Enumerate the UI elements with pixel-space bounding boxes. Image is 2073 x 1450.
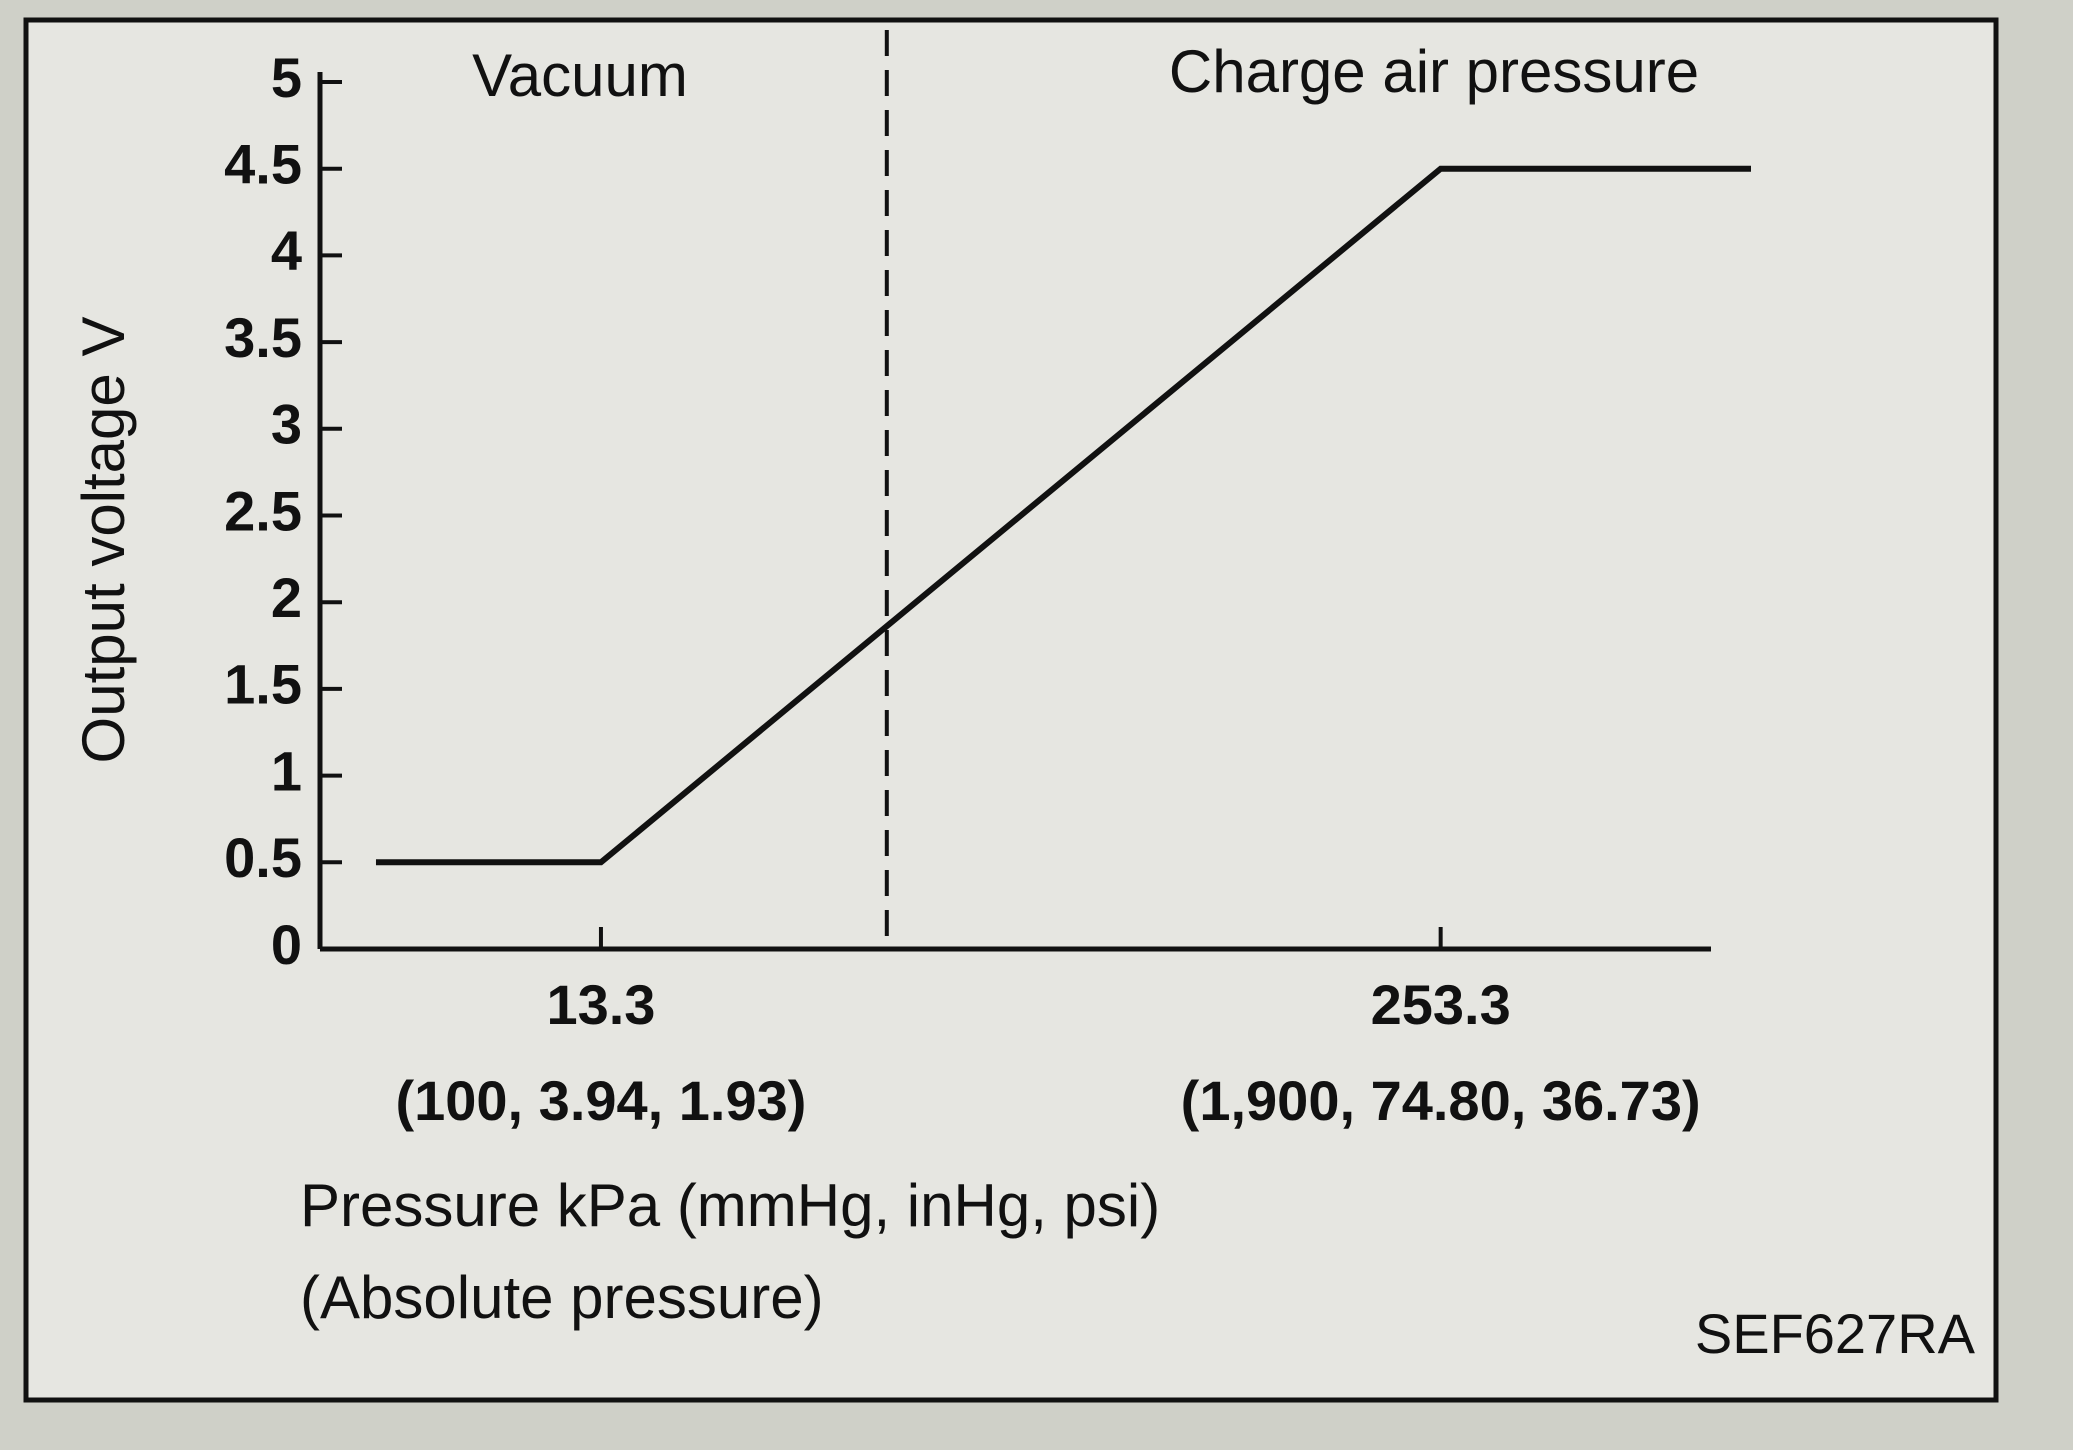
y-tick-label: 4 bbox=[271, 219, 302, 282]
region-label: Vacuum bbox=[472, 42, 688, 109]
x-tick-label: 253.3 bbox=[1371, 973, 1511, 1036]
y-tick-label: 0 bbox=[271, 913, 302, 976]
y-tick-label: 2.5 bbox=[224, 479, 302, 542]
x-axis-label: (Absolute pressure) bbox=[300, 1264, 824, 1331]
y-tick-label: 3 bbox=[271, 393, 302, 456]
y-tick-label: 2 bbox=[271, 566, 302, 629]
x-tick-sublabel: (100, 3.94, 1.93) bbox=[395, 1069, 806, 1132]
x-tick-label: 13.3 bbox=[546, 973, 655, 1036]
y-tick-label: 1 bbox=[271, 739, 302, 802]
x-axis-label: Pressure kPa (mmHg, inHg, psi) bbox=[300, 1172, 1160, 1239]
y-tick-label: 5 bbox=[271, 46, 302, 109]
frame bbox=[23, 17, 1999, 1403]
y-axis-label: Output voltage V bbox=[70, 317, 137, 764]
region-label: Charge air pressure bbox=[1169, 38, 1699, 105]
y-tick-label: 3.5 bbox=[224, 306, 302, 369]
figure-code: SEF627RA bbox=[1695, 1302, 1976, 1365]
y-tick-label: 0.5 bbox=[224, 826, 302, 889]
x-tick-sublabel: (1,900, 74.80, 36.73) bbox=[1181, 1069, 1701, 1132]
data-line bbox=[375, 165, 1751, 866]
y-tick-label: 4.5 bbox=[224, 132, 302, 195]
y-tick-label: 1.5 bbox=[224, 653, 302, 716]
